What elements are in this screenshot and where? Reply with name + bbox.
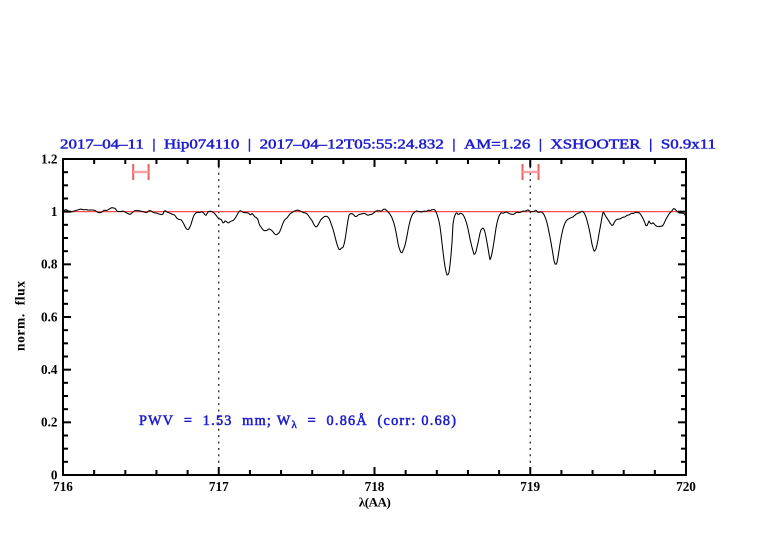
svg-text:717: 717 bbox=[209, 479, 229, 494]
svg-text:1: 1 bbox=[51, 204, 58, 219]
svg-text:719: 719 bbox=[520, 479, 540, 494]
svg-text:720: 720 bbox=[676, 479, 696, 494]
svg-text:0.6: 0.6 bbox=[41, 309, 58, 324]
svg-text:λ(AA): λ(AA) bbox=[359, 495, 391, 510]
svg-text:PWV = 1.53 mm; Wλ = 0.86Å: PWV = 1.53 mm; Wλ = 0.86Å (corr: 0.68) bbox=[139, 413, 456, 431]
svg-text:718: 718 bbox=[365, 479, 385, 494]
svg-text:0.8: 0.8 bbox=[41, 257, 58, 272]
svg-text:norm. flux: norm. flux bbox=[12, 281, 27, 351]
svg-text:2017–04–11 | Hip074110 | 2: 2017–04–11 | Hip074110 | 2017–04–12T05:5… bbox=[60, 138, 716, 153]
svg-text:0.2: 0.2 bbox=[41, 415, 58, 430]
svg-text:716: 716 bbox=[53, 479, 73, 494]
svg-text:0.4: 0.4 bbox=[41, 362, 58, 377]
svg-text:0: 0 bbox=[51, 467, 58, 482]
svg-text:1.2: 1.2 bbox=[41, 151, 58, 166]
